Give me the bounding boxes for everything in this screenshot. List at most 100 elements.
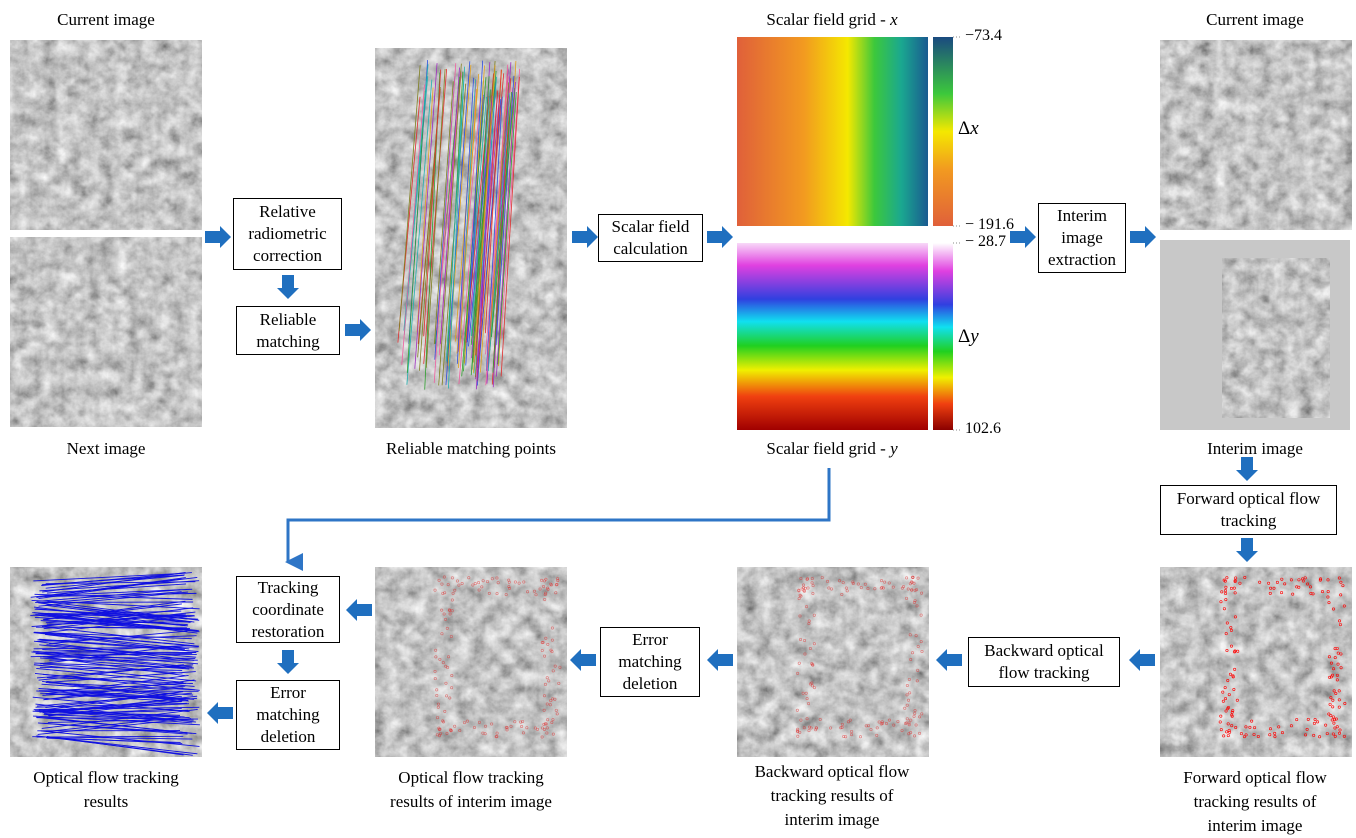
box-line: Backward optical (984, 640, 1103, 662)
caption-text: Scalar field grid - (766, 10, 890, 29)
box-line: deletion (261, 726, 316, 748)
box-line: Forward optical flow (1177, 488, 1321, 510)
caption-line: Reliable matching points (341, 437, 601, 461)
box-line: Error (270, 682, 306, 704)
flow-arrow (570, 649, 596, 671)
flow-arrow (205, 226, 231, 248)
box-line: deletion (623, 673, 678, 695)
surface-image (375, 48, 567, 428)
box-line: image (1061, 227, 1103, 249)
caption-line: Optical flow tracking (0, 766, 236, 790)
caption-line: Optical flow tracking (341, 766, 601, 790)
caption: Optical flow tracking results (0, 766, 236, 814)
caption-line: Current image (1125, 8, 1356, 32)
box-line: Relative (259, 201, 316, 223)
box-line: calculation (613, 238, 688, 260)
box-line: flow tracking (998, 662, 1089, 684)
box-line: Scalar field (612, 216, 690, 238)
caption-text: Reliable matching points (386, 439, 556, 458)
box-line: correction (253, 245, 322, 267)
surface-image (1160, 40, 1352, 230)
colorbar-label: − 191.6 (965, 216, 1014, 234)
colorbar-y (933, 243, 953, 430)
caption-text: Optical flow tracking (33, 768, 178, 787)
delta: Δ (958, 326, 970, 347)
caption-line: Interim image (1125, 437, 1356, 461)
variable: y (970, 326, 978, 347)
colorbar-x (933, 37, 953, 226)
caption-text: Interim image (1207, 439, 1303, 458)
box-line: restoration (252, 621, 325, 643)
box-line: extraction (1048, 249, 1116, 271)
colorbar-symbol: Δx (958, 118, 979, 140)
variable: x (970, 118, 978, 139)
flow-arrow (1130, 226, 1156, 248)
box-line: Reliable (260, 309, 317, 331)
caption-text: Current image (57, 10, 155, 29)
scalar-field-x (737, 37, 928, 226)
caption-line: results (0, 790, 236, 814)
caption-line: Next image (0, 437, 236, 461)
box-line: matching (256, 331, 319, 353)
caption-line: interim image (1125, 814, 1356, 838)
diagram (0, 0, 1356, 837)
flow-arrow (207, 702, 233, 724)
caption-text: interim image (1208, 816, 1303, 835)
caption-line: tracking results of (702, 784, 962, 808)
page: (() => { const data = JSON.parse(documen… (0, 0, 1356, 837)
delta: Δ (958, 118, 970, 139)
caption-text: results (84, 792, 128, 811)
scalar-field-y (737, 243, 928, 430)
caption: Optical flow tracking results of interim … (341, 766, 601, 814)
box-line: Tracking (258, 577, 319, 599)
surface-image (10, 237, 202, 427)
flow-arrow (707, 649, 733, 671)
caption-line: tracking results of (1125, 790, 1356, 814)
caption: Next image (0, 437, 236, 461)
flow-arrow (707, 226, 733, 248)
caption-line: Current image (0, 8, 236, 32)
colorbar-symbol: Δy (958, 326, 979, 348)
flow-arrow (1236, 538, 1258, 562)
interim-image (1222, 258, 1330, 418)
flow-arrow (346, 599, 372, 621)
flow-arrow (277, 650, 299, 674)
caption-variable: y (890, 439, 898, 458)
caption-text: results of interim image (390, 792, 552, 811)
caption-line: Forward optical flow (1125, 766, 1356, 790)
caption-text: tracking results of (1194, 792, 1317, 811)
flow-arrow (277, 275, 299, 299)
caption-text: interim image (785, 810, 880, 829)
box-line: radiometric (248, 223, 326, 245)
box-line: Error (632, 629, 668, 651)
flow-arrow (572, 226, 598, 248)
caption-line: Scalar field grid - x (702, 8, 962, 32)
caption: Scalar field grid - y (702, 437, 962, 461)
caption: Reliable matching points (341, 437, 601, 461)
caption: Scalar field grid - x (702, 8, 962, 32)
box-line: coordinate (252, 599, 324, 621)
box-line: matching (256, 704, 319, 726)
box-line: tracking (1221, 510, 1277, 532)
colorbar-label: 102.6 (965, 420, 1001, 438)
box-line: Interim (1057, 205, 1107, 227)
caption-line: interim image (702, 808, 962, 832)
caption: Current image (1125, 8, 1356, 32)
colorbar-label: − 28.7 (965, 233, 1006, 251)
surface-image (1160, 567, 1352, 757)
caption-text: Optical flow tracking (398, 768, 543, 787)
colorbar-label: −73.4 (965, 27, 1002, 45)
flow-arrow (936, 649, 962, 671)
caption: Current image (0, 8, 236, 32)
caption-line: Scalar field grid - y (702, 437, 962, 461)
surface-image (10, 40, 202, 230)
caption-text: Scalar field grid - (766, 439, 890, 458)
